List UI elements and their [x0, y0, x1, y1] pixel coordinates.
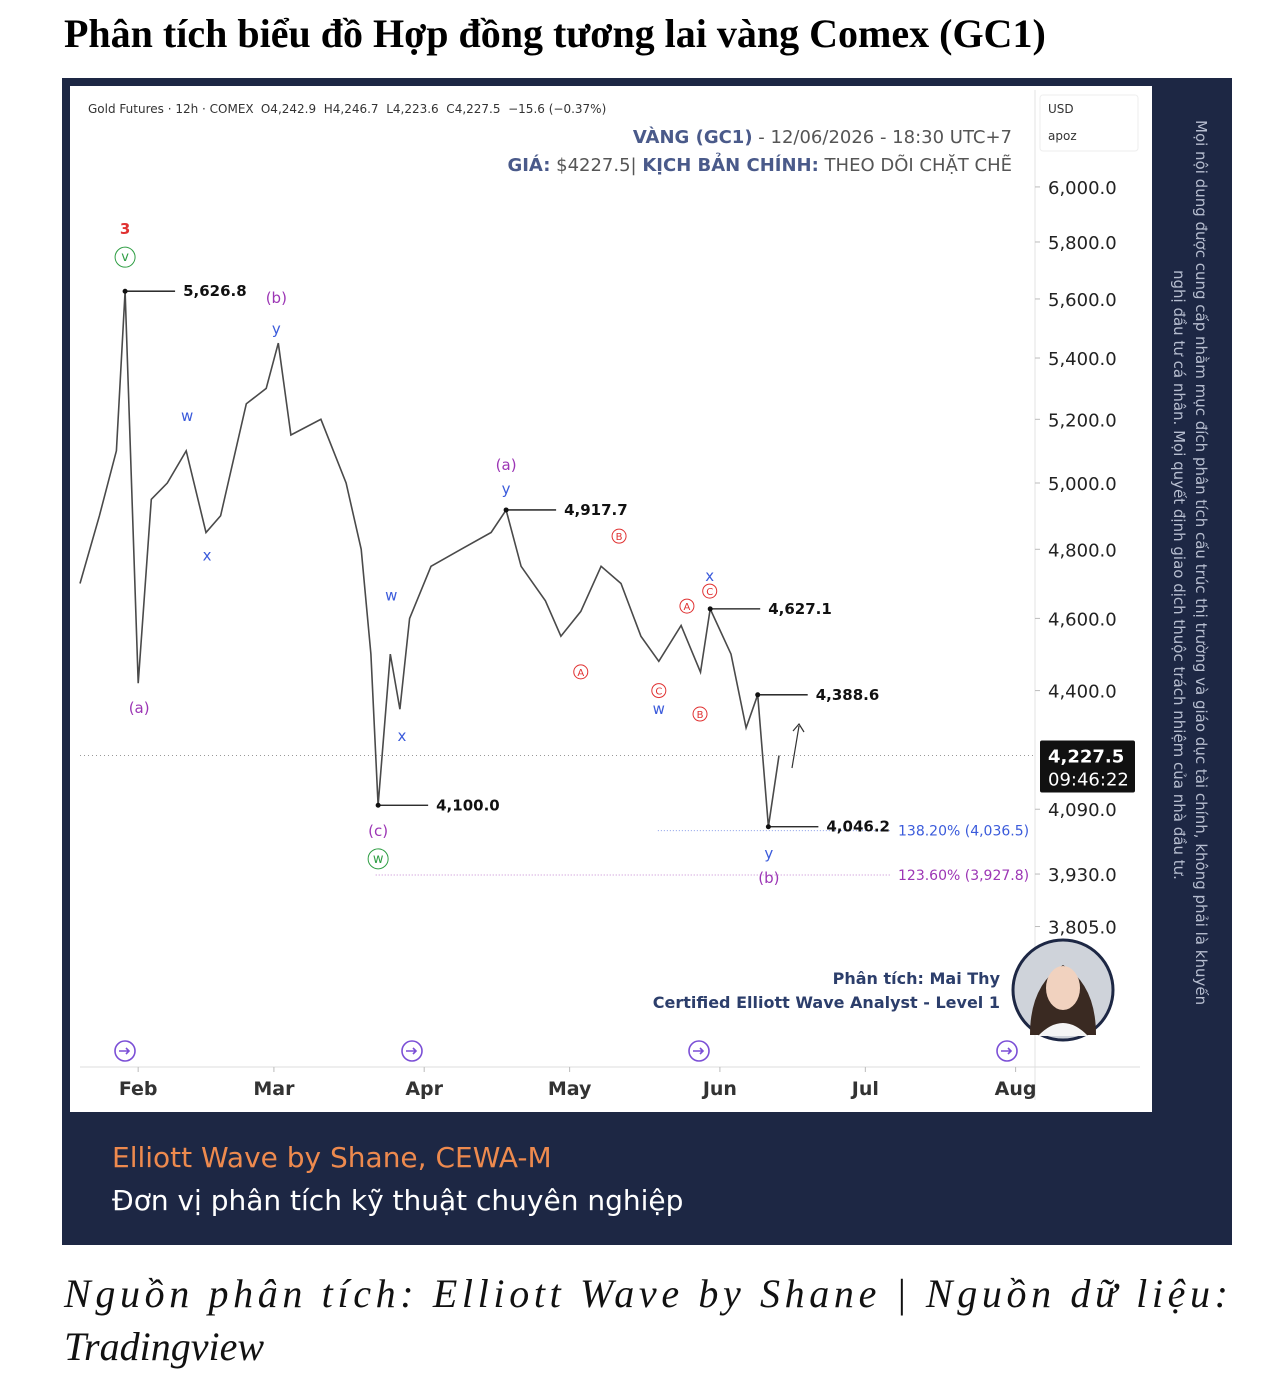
level-point [122, 288, 128, 294]
countdown: 09:46:22 [1048, 770, 1129, 791]
overlay-price-key: GIÁ: [507, 154, 550, 176]
wave-ring [679, 598, 695, 614]
price-line [79, 291, 780, 827]
x-tick-label: Apr [405, 1078, 443, 1100]
axis-mode: apoz [1048, 129, 1077, 143]
wave-label: A [684, 602, 691, 613]
wave-label: x [203, 546, 212, 564]
last-price-tag [1040, 740, 1135, 793]
x-tick-label: Feb [119, 1078, 158, 1100]
chart-panel [70, 86, 1152, 1112]
y-tick-label: 4,600.0 [1048, 609, 1117, 630]
y-tick-label: 5,400.0 [1048, 349, 1117, 370]
x-tick-label: Aug [995, 1078, 1037, 1100]
overlay-scenario-key: KỊCH BẢN CHÍNH: [642, 153, 818, 176]
y-tick-label: 4,090.0 [1048, 800, 1117, 821]
y-tick-label: 4,800.0 [1048, 540, 1117, 561]
wave-ring [573, 664, 589, 680]
wave-label: w [373, 852, 384, 867]
overlay-asset: VÀNG (GC1) [633, 126, 753, 148]
level-label: 4,917.7 [564, 501, 628, 519]
analyst-credential: Certified Elliott Wave Analyst - Level 1 [653, 993, 1000, 1012]
wave-label: w [385, 586, 397, 604]
y-tick-label: 3,930.0 [1048, 865, 1117, 886]
wave-label: B [697, 710, 704, 721]
wave-label: B [616, 532, 623, 543]
currency: USD [1048, 102, 1074, 116]
y-tick-label: 5,000.0 [1048, 474, 1117, 495]
wave-ring [611, 528, 627, 544]
disclaimer-line: nghị đầu tư cá nhân. Mọi quyết định giao… [1170, 270, 1188, 880]
level-label: 4,388.6 [816, 686, 880, 704]
event-icons [114, 1040, 1018, 1062]
overlay-price: $4227.5| [550, 155, 642, 176]
wave-label: w [181, 407, 193, 425]
symbol-info: Gold Futures · 12h · COMEX [88, 102, 253, 116]
wave-label: C [706, 587, 713, 598]
projection-arrow [791, 722, 805, 769]
wave-label: y [502, 480, 511, 498]
overlay-scenario: THEO DÕI CHẶT CHẼ [819, 154, 1012, 176]
y-tick-label: 3,805.0 [1048, 918, 1117, 939]
wave-label: (b) [266, 289, 287, 307]
wave-label: y [272, 320, 281, 338]
wave-label: x [397, 727, 406, 745]
footer-tagline: Đơn vị phân tích kỹ thuật chuyên nghiệp [112, 1184, 683, 1217]
wave-label: (c) [368, 822, 388, 840]
wave-label: w [653, 700, 665, 718]
fib-label: 138.20% (4,036.5) [898, 824, 1029, 840]
level-label: 5,626.8 [183, 282, 247, 300]
wave-label: 3 [120, 220, 130, 238]
avatar [1011, 938, 1115, 1042]
level-label: 4,100.0 [436, 796, 500, 814]
y-tick-label: 6,000.0 [1048, 178, 1117, 199]
ohlc-info: O4,242.9 H4,246.7 L4,223.6 C4,227.5 −15.… [261, 102, 606, 116]
level-point [375, 802, 381, 808]
wave-label: (b) [758, 869, 779, 887]
wave-label: C [655, 687, 662, 698]
fib-label: 123.60% (3,927.8) [898, 868, 1029, 884]
level-point [765, 824, 771, 830]
level-point [755, 692, 761, 698]
wave-ring [367, 848, 389, 870]
level-point [503, 507, 509, 513]
caption-line: Tradingview [64, 1324, 264, 1369]
caption-line: Nguồn phân tích: Elliott Wave by Shane |… [63, 1271, 1228, 1316]
wave-label: v [121, 250, 129, 265]
wave-label: A [577, 668, 584, 679]
wave-label: (a) [496, 456, 517, 474]
page-title: Phân tích biểu đồ Hợp đồng tương lai vàn… [64, 11, 1046, 56]
wave-label: x [705, 567, 714, 585]
overlay-datetime: - 12/06/2026 - 18:30 UTC+7 [753, 127, 1012, 148]
x-tick-label: Mar [253, 1078, 295, 1100]
wave-ring [651, 683, 667, 699]
chart-header: Gold Futures · 12h · COMEX O4,242.9 H4,24… [88, 102, 606, 116]
x-tick-label: Jul [850, 1078, 879, 1100]
level-label: 4,046.2 [826, 818, 890, 836]
y-tick-label: 5,800.0 [1048, 233, 1117, 254]
level-point [707, 606, 713, 612]
wave-ring [114, 246, 136, 268]
overlay-line-2: GIÁ: $4227.5| KỊCH BẢN CHÍNH: THEO DÕI C… [507, 153, 1012, 176]
y-tick-label: 4,400.0 [1048, 682, 1117, 703]
x-tick-label: Jun [701, 1078, 737, 1100]
wave-label: y [764, 845, 773, 863]
disclaimer-line: Mọi nội dung được cung cấp nhằm mục đích… [1192, 120, 1210, 1005]
scale-box [1039, 94, 1139, 152]
analyst-name: Phân tích: Mai Thy [833, 969, 1001, 988]
y-tick-label: 5,200.0 [1048, 410, 1117, 431]
wave-label: (a) [129, 699, 150, 717]
level-label: 4,627.1 [768, 600, 832, 618]
last-price-label: 4,227.5 [1048, 747, 1124, 768]
disclaimer: Mọi nội dung được cung cấp nhằm mục đích… [1170, 120, 1210, 1005]
wave-ring [702, 583, 718, 599]
wave-ring [692, 706, 708, 722]
overlay-line-1: VÀNG (GC1) - 12/06/2026 - 18:30 UTC+7 [633, 126, 1012, 148]
x-tick-label: May [548, 1078, 592, 1100]
y-tick-label: 5,600.0 [1048, 290, 1117, 311]
footer-brand: Elliott Wave by Shane, CEWA-M [112, 1141, 552, 1174]
plot: 6,000.0 5,800.0 5,600.0 5,400.0 5,200.0 5,000… [79, 178, 1135, 1100]
